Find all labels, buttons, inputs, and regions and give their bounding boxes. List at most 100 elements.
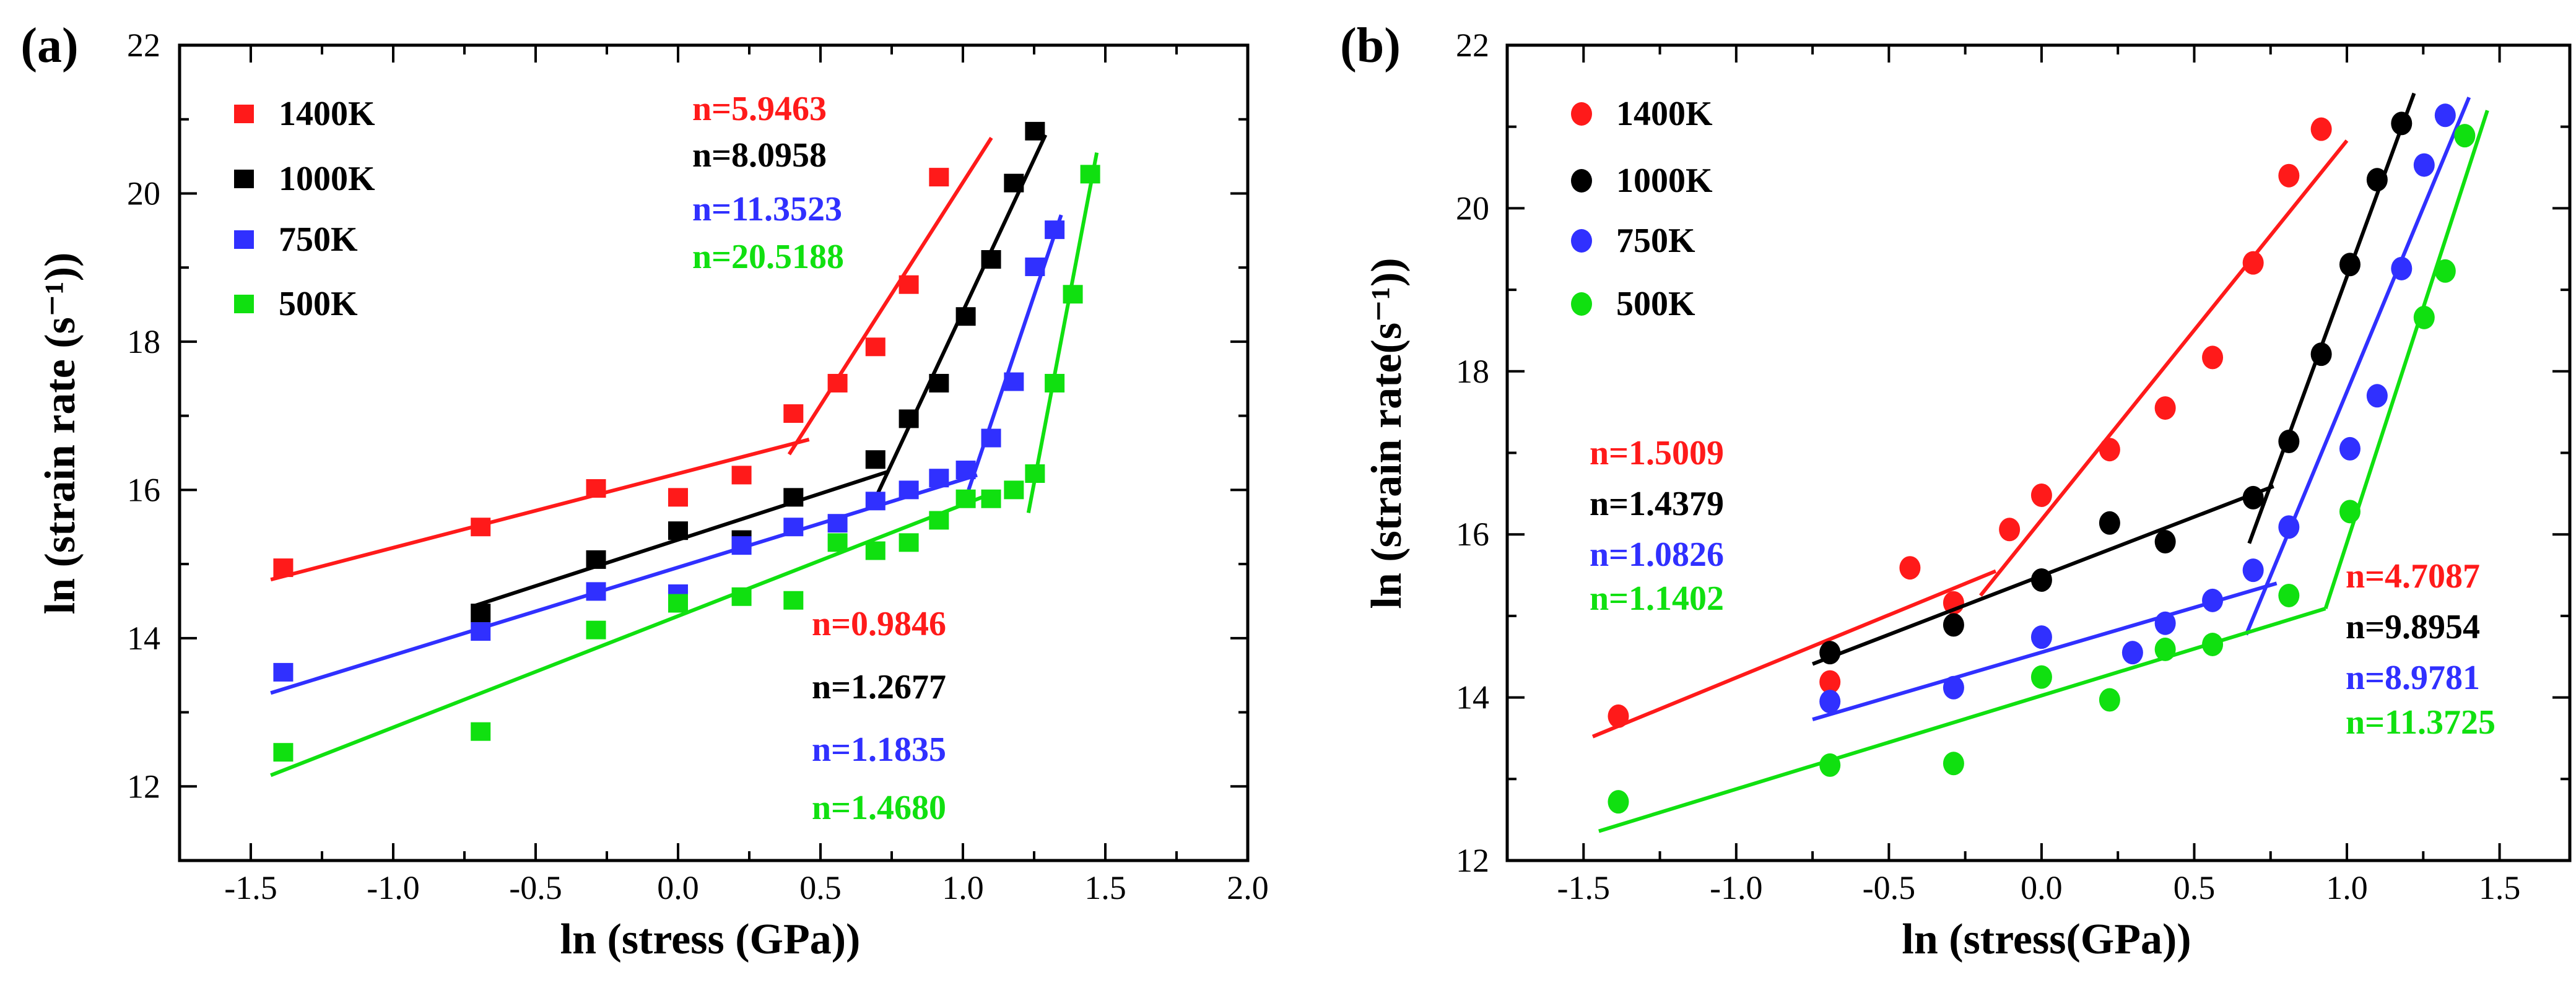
x-tick-label: 0.0 xyxy=(657,869,699,906)
data-point xyxy=(865,492,886,511)
data-point xyxy=(2242,558,2264,583)
data-point xyxy=(471,604,491,623)
legend-label: 500K xyxy=(279,285,358,323)
exponent-annotation-low: n=1.0826 xyxy=(1590,536,1724,574)
legend-label: 1000K xyxy=(1616,162,1713,200)
fit-line xyxy=(787,137,993,456)
series-1400K xyxy=(1591,117,2349,739)
data-point xyxy=(668,521,688,540)
data-point xyxy=(929,511,949,530)
y-tick-label: 22 xyxy=(1456,27,1489,64)
data-point xyxy=(2242,485,2264,510)
data-point xyxy=(586,550,606,569)
data-point xyxy=(955,461,976,480)
fit-line xyxy=(1812,581,2278,722)
data-point xyxy=(929,469,949,488)
data-point xyxy=(2030,483,2052,507)
y-tick-label: 22 xyxy=(127,27,160,64)
x-tick-label: 0.5 xyxy=(2174,869,2216,906)
data-point xyxy=(2154,611,2176,635)
y-tick-label: 20 xyxy=(127,175,160,212)
y-axis-title: ln (strain rate (s⁻¹)) xyxy=(37,253,84,615)
data-point xyxy=(1004,480,1024,500)
data-point xyxy=(731,466,752,485)
data-point xyxy=(471,722,491,741)
legend-label: 1400K xyxy=(1616,95,1713,133)
data-point xyxy=(1943,613,1964,637)
data-point xyxy=(2099,511,2120,535)
y-tick-label: 12 xyxy=(1456,842,1489,879)
legend-marker xyxy=(1571,169,1592,193)
data-point xyxy=(955,489,976,508)
data-point xyxy=(2030,665,2052,689)
data-point xyxy=(273,662,294,682)
x-axis-title: ln (stress(GPa)) xyxy=(1902,916,2191,963)
legend-marker xyxy=(234,230,254,249)
data-point xyxy=(899,409,919,428)
fit-line xyxy=(270,492,993,778)
legend-marker xyxy=(234,295,254,313)
chart-panel-b: (b) -1.5 -1.0 -0.5 0.0 0.5 1.0 1.5 12 14 16 18 20 22 l… xyxy=(1340,19,2572,963)
data-point xyxy=(1819,690,1841,714)
legend-label: 1400K xyxy=(279,95,375,133)
exponent-annotation-high: n=4.7087 xyxy=(2346,557,2480,596)
data-point xyxy=(827,514,848,533)
data-point xyxy=(2339,500,2361,524)
data-point xyxy=(2099,438,2120,462)
data-point xyxy=(2391,111,2413,136)
exponent-annotation-low: n=1.1835 xyxy=(812,731,946,769)
data-point xyxy=(2278,430,2300,454)
y-axis-title: ln (strain rate(s⁻¹)) xyxy=(1363,258,1411,609)
exponent-annotation-high: n=8.9781 xyxy=(2346,659,2480,697)
x-tick-label: 1.0 xyxy=(2326,869,2368,906)
data-point xyxy=(731,536,752,555)
data-point xyxy=(899,533,919,552)
legend-marker xyxy=(1571,102,1592,126)
data-point xyxy=(586,479,606,498)
fit-line xyxy=(1591,569,1997,739)
exponent-annotation-high: n=11.3725 xyxy=(2346,703,2496,742)
fit-line xyxy=(2323,110,2489,609)
y-tick-label: 18 xyxy=(1456,353,1489,390)
data-point xyxy=(2121,641,2143,665)
legend-marker xyxy=(234,105,254,123)
data-point xyxy=(2099,688,2120,712)
data-point xyxy=(2434,103,2456,128)
data-point xyxy=(2391,256,2413,280)
data-point xyxy=(1819,753,1841,777)
data-point xyxy=(731,587,752,606)
data-point xyxy=(2454,124,2476,148)
data-point xyxy=(827,533,848,552)
y-tick-label: 16 xyxy=(127,471,160,508)
data-point xyxy=(955,307,976,326)
exponent-annotation-high: n=20.5188 xyxy=(692,238,844,276)
fit-line xyxy=(2247,92,2416,544)
y-tick-label: 12 xyxy=(127,768,160,805)
x-axis-title: ln (stress (GPa)) xyxy=(560,916,861,963)
data-point xyxy=(1045,373,1065,392)
data-point xyxy=(981,428,1001,448)
exponent-annotation-low: n=1.5009 xyxy=(1590,434,1724,472)
fit-line xyxy=(1978,139,2349,597)
legend-label: 1000K xyxy=(279,160,375,198)
data-point xyxy=(471,622,491,641)
y-tick-label: 20 xyxy=(1456,189,1489,227)
exponent-annotation-low: n=1.4379 xyxy=(1590,485,1724,523)
legend-label: 750K xyxy=(1616,222,1695,260)
exponent-annotation-high: n=8.0958 xyxy=(692,136,827,175)
data-point xyxy=(2202,588,2224,612)
fit-line xyxy=(2244,97,2471,636)
data-point xyxy=(2310,117,2332,141)
exponent-annotation-high: n=9.8954 xyxy=(2346,608,2480,646)
data-point xyxy=(783,591,804,610)
x-tick-label: 2.0 xyxy=(1227,869,1269,906)
data-point xyxy=(1025,464,1045,483)
plot-frame xyxy=(1505,43,2572,862)
data-point xyxy=(1025,257,1045,276)
data-point xyxy=(1608,704,1629,728)
data-point xyxy=(1899,556,1921,580)
data-point xyxy=(2278,163,2300,188)
data-point xyxy=(899,480,919,500)
data-point xyxy=(1943,752,1964,776)
x-tick-label: 1.5 xyxy=(1084,869,1126,906)
